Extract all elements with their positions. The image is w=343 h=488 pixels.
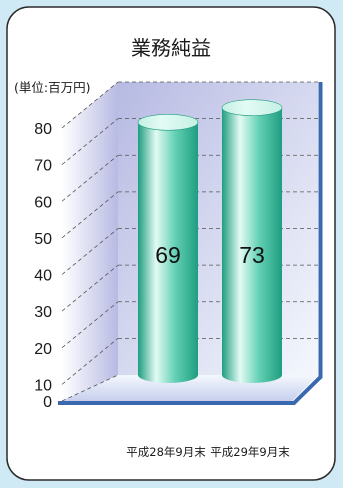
bar <box>138 122 198 383</box>
y-tick-label: 80 <box>34 121 52 138</box>
y-tick-label: 10 <box>34 377 52 394</box>
gridline-side <box>61 228 119 275</box>
bar-top <box>221 99 283 116</box>
y-tick-label: 40 <box>34 268 52 285</box>
y-tick-label: 70 <box>34 158 52 175</box>
gridline-side <box>61 154 119 202</box>
gridline-side <box>61 338 119 385</box>
frame-edge <box>58 82 323 405</box>
data-label: 69 <box>155 242 181 268</box>
y-tick-label: 20 <box>34 341 52 358</box>
unit-label: (単位:百万円) <box>14 80 90 95</box>
chart-title: 業務純益 <box>131 36 211 60</box>
y-tick-label: 0 <box>43 394 52 411</box>
gridline-side <box>61 374 119 402</box>
data-label: 73 <box>239 242 265 268</box>
y-tick-label: 50 <box>34 231 52 248</box>
gridline-side <box>61 301 119 349</box>
x-tick-label: 平成29年9月末 <box>210 445 290 459</box>
bar <box>222 107 282 383</box>
plot-area: 69 平成28年9月末 73 平成29年9月末 010 20 30 40 50 60 70 80 <box>34 81 323 459</box>
y-tick-label: 30 <box>34 304 52 321</box>
gridline-side <box>61 191 119 239</box>
y-tick-label: 60 <box>34 194 52 211</box>
gridline-side <box>61 81 119 129</box>
gridline-side <box>61 118 119 165</box>
bar-top <box>137 113 199 131</box>
side-wall <box>62 82 118 401</box>
x-tick-label: 平成28年9月末 <box>126 445 206 459</box>
gridline-side <box>61 264 119 312</box>
